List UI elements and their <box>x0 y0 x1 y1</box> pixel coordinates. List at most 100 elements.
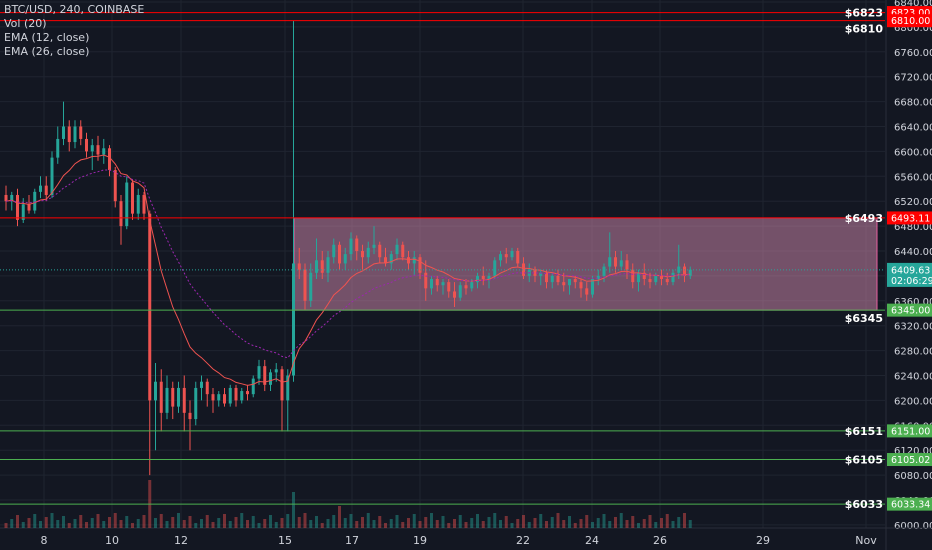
candle-body[interactable] <box>441 282 445 286</box>
candle-body[interactable] <box>562 282 566 286</box>
candle-body[interactable] <box>165 387 169 413</box>
candle-body[interactable] <box>332 244 336 258</box>
candle-body[interactable] <box>136 194 140 214</box>
candle-body[interactable] <box>148 213 152 401</box>
candle-body[interactable] <box>205 381 209 395</box>
candle-body[interactable] <box>62 126 65 139</box>
candle-body[interactable] <box>447 282 451 292</box>
candle-body[interactable] <box>194 387 198 420</box>
candle-body[interactable] <box>73 126 77 143</box>
candle-body[interactable] <box>481 275 485 280</box>
candle-body[interactable] <box>435 279 439 286</box>
candle-body[interactable] <box>378 244 382 258</box>
candle-body[interactable] <box>246 391 249 395</box>
candle-body[interactable] <box>395 244 399 255</box>
candle-body[interactable] <box>50 157 54 195</box>
candle-body[interactable] <box>113 170 117 202</box>
candle-body[interactable] <box>33 191 37 211</box>
candle-body[interactable] <box>550 275 554 283</box>
candle-body[interactable] <box>251 378 255 395</box>
candle-body[interactable] <box>211 394 215 401</box>
candle-body[interactable] <box>349 238 353 255</box>
candle-body[interactable] <box>579 282 583 289</box>
candle-body[interactable] <box>320 260 324 273</box>
candle-body[interactable] <box>240 391 244 401</box>
candle-body[interactable] <box>125 182 129 227</box>
candle-body[interactable] <box>631 269 635 283</box>
candle-body[interactable] <box>108 148 111 171</box>
candle-body[interactable] <box>286 375 290 401</box>
candle-body[interactable] <box>660 275 663 280</box>
candle-body[interactable] <box>67 126 71 143</box>
ema-fast-label[interactable]: EMA (12, close) <box>4 31 90 44</box>
candle-body[interactable] <box>355 238 359 251</box>
candle-body[interactable] <box>96 145 100 155</box>
symbol-title[interactable]: BTC/USD, 240, COINBASE <box>4 3 145 16</box>
candle-body[interactable] <box>499 254 502 261</box>
candle-body[interactable] <box>464 285 468 289</box>
candle-body[interactable] <box>142 194 146 214</box>
candle-body[interactable] <box>418 257 422 273</box>
candle-body[interactable] <box>683 266 686 276</box>
candle-body[interactable] <box>487 275 491 280</box>
candle-body[interactable] <box>292 263 295 376</box>
candle-body[interactable] <box>280 369 284 401</box>
candle-body[interactable] <box>671 272 675 283</box>
candle-body[interactable] <box>131 182 134 214</box>
candle-body[interactable] <box>504 254 508 258</box>
candle-body[interactable] <box>326 257 330 273</box>
candle-body[interactable] <box>522 263 525 276</box>
candle-body[interactable] <box>90 145 94 152</box>
candle-body[interactable] <box>648 279 652 283</box>
candle-body[interactable] <box>21 204 25 220</box>
candle-body[interactable] <box>401 244 405 258</box>
candle-body[interactable] <box>274 369 278 373</box>
candle-body[interactable] <box>223 394 226 404</box>
candle-body[interactable] <box>510 250 514 258</box>
candle-body[interactable] <box>568 279 571 286</box>
candle-body[interactable] <box>602 266 606 276</box>
candle-body[interactable] <box>269 372 272 385</box>
candle-body[interactable] <box>608 257 612 267</box>
candle-body[interactable] <box>372 244 376 248</box>
candle-body[interactable] <box>596 275 600 280</box>
candle-body[interactable] <box>407 257 410 264</box>
candle-body[interactable] <box>516 250 520 264</box>
ema-slow-label[interactable]: EMA (26, close) <box>4 45 90 58</box>
candle-body[interactable] <box>625 260 629 270</box>
candle-body[interactable] <box>102 148 106 155</box>
volume-indicator-label[interactable]: Vol (20) <box>4 17 47 30</box>
candle-body[interactable] <box>263 366 267 385</box>
candle-body[interactable] <box>159 381 163 413</box>
candle-body[interactable] <box>654 275 658 283</box>
candle-body[interactable] <box>257 366 261 379</box>
candle-body[interactable] <box>389 254 393 264</box>
candle-body[interactable] <box>44 185 48 195</box>
candle-body[interactable] <box>297 263 301 270</box>
candle-body[interactable] <box>366 247 370 258</box>
candle-body[interactable] <box>27 204 31 211</box>
candle-body[interactable] <box>343 254 347 264</box>
candle-body[interactable] <box>412 257 416 264</box>
candle-body[interactable] <box>619 260 623 267</box>
candle-body[interactable] <box>556 275 560 283</box>
candle-body[interactable] <box>688 269 692 276</box>
candle-body[interactable] <box>614 257 617 267</box>
candle-body[interactable] <box>177 387 180 407</box>
candle-body[interactable] <box>591 279 594 295</box>
candle-body[interactable] <box>361 250 364 258</box>
candle-body[interactable] <box>539 272 543 276</box>
candle-body[interactable] <box>16 194 19 220</box>
candle-body[interactable] <box>573 279 577 283</box>
candle-body[interactable] <box>154 381 157 401</box>
candle-body[interactable] <box>79 126 83 139</box>
candle-body[interactable] <box>453 291 456 298</box>
candle-body[interactable] <box>85 138 88 152</box>
candle-body[interactable] <box>545 272 548 283</box>
candle-body[interactable] <box>470 282 474 289</box>
candle-body[interactable] <box>303 269 307 301</box>
candle-body[interactable] <box>228 387 232 404</box>
candle-body[interactable] <box>338 244 341 264</box>
candle-body[interactable] <box>458 285 462 298</box>
